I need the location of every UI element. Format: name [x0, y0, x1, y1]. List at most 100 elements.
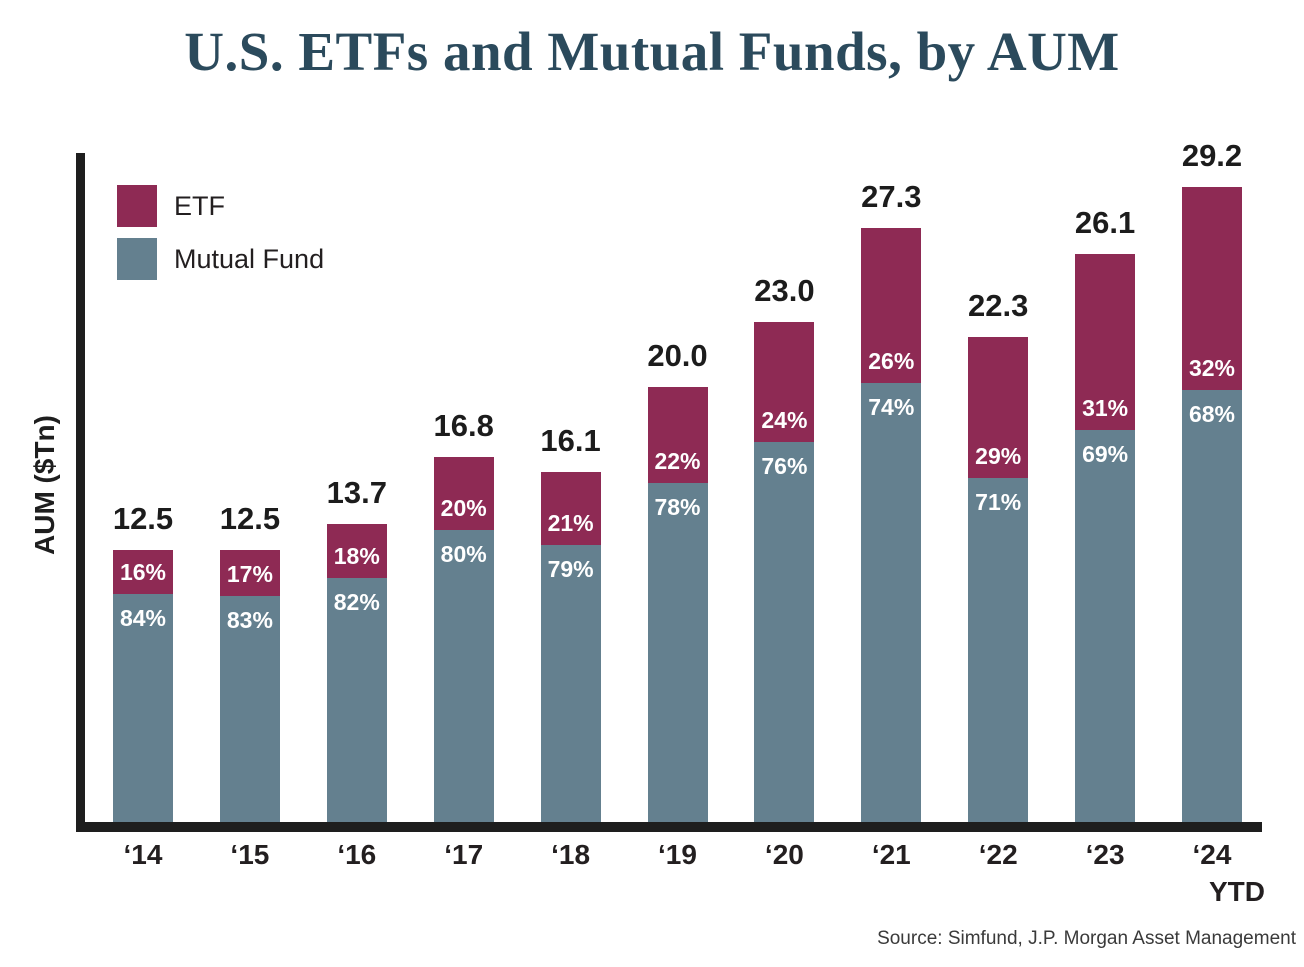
mutual-fund-segment: 79%: [540, 545, 601, 822]
stacked-bar-18: 16.1 21% 79%: [540, 425, 601, 822]
x-tick-label: ‘19: [658, 839, 697, 870]
bar-total-label: 20.0: [647, 338, 708, 373]
bar-total-label: 16.8: [433, 407, 494, 443]
etf-percent-label: 18%: [333, 542, 380, 569]
legend: ETF Mutual Fund: [117, 185, 324, 291]
x-tick-23: ‘23: [1030, 839, 1180, 871]
x-tick-label: ‘21: [871, 839, 911, 870]
plot-area: 12.5 16% 84% 12.5 17% 83% 13.7 18% 82% 16.8 20% 80%…: [113, 140, 1242, 822]
etf-percent-label: 32%: [1188, 355, 1236, 382]
etf-segment: 31%: [1075, 254, 1136, 431]
etf-color-swatch: [117, 185, 157, 227]
x-tick-22: ‘22: [923, 839, 1073, 871]
etf-percent-label: 20%: [440, 494, 487, 521]
source-note: Source: Simfund, J.P. Morgan Asset Manag…: [877, 928, 1296, 949]
mutual-fund-segment: 74%: [861, 382, 922, 822]
bar-total-label: 27.3: [861, 179, 922, 215]
etf-segment: 26%: [861, 228, 922, 383]
x-tick-label: ‘23: [1085, 839, 1125, 870]
stacked-bar-19: 20.0 22% 78%: [647, 340, 708, 822]
x-tick-18: ‘18: [496, 839, 646, 871]
etf-percent-label: 21%: [547, 510, 594, 537]
etf-segment: 17%: [219, 550, 280, 597]
x-axis-ticks: ‘14 ‘15 ‘16 ‘17 ‘18 ‘19 ‘20 ‘21 ‘22 ‘23 ‘24 YTD: [0, 839, 1304, 930]
x-tick-label: ‘17: [444, 839, 484, 870]
mutual-fund-percent-label: 69%: [1082, 441, 1129, 468]
mutual-fund-percent-label: 71%: [975, 488, 1022, 515]
etf-percent-label: 16%: [119, 558, 167, 585]
x-tick-label: ‘14: [123, 839, 163, 870]
chart-title: U.S. ETFs and Mutual Funds, by AUM: [184, 21, 1120, 82]
bar-total-label: 23.0: [754, 272, 815, 308]
etf-segment: 16%: [113, 550, 173, 594]
etf-percent-label: 26%: [868, 347, 915, 374]
mutual-fund-segment: 78%: [647, 482, 708, 822]
y-axis: [76, 153, 85, 832]
etf-percent-label: 17%: [226, 561, 273, 588]
x-tick-label: ‘24: [1192, 839, 1232, 870]
mutual-fund-percent-label: 79%: [547, 556, 594, 583]
bar-total-label: 13.7: [326, 475, 387, 510]
mutual-fund-percent-label: 76%: [761, 452, 808, 479]
mutual-fund-percent-label: 78%: [654, 493, 701, 520]
mutual-fund-color-swatch: [117, 238, 157, 280]
x-tick-19: ‘19: [603, 839, 753, 871]
x-tick-15: ‘15: [175, 839, 325, 871]
etf-segment: 20%: [433, 456, 494, 530]
etf-segment: 29%: [968, 337, 1029, 478]
bar-total-label: 16.1: [540, 422, 601, 458]
mutual-fund-segment: 82%: [326, 577, 387, 822]
stacked-bar-17: 16.8 20% 80%: [433, 410, 494, 822]
mutual-fund-segment: 68%: [1182, 390, 1242, 822]
etf-percent-label: 24%: [761, 406, 808, 433]
etf-percent-label: 29%: [975, 442, 1022, 469]
x-tick-21: ‘21: [816, 839, 966, 871]
mutual-fund-percent-label: 74%: [868, 393, 915, 420]
x-tick-24: ‘24 YTD: [1137, 839, 1287, 908]
etf-segment: 32%: [1182, 186, 1242, 391]
stacked-bar-14: 12.5 16% 84%: [113, 503, 173, 822]
bar-total-label: 12.5: [219, 501, 281, 537]
mutual-fund-segment: 83%: [219, 596, 280, 822]
x-tick-label: ‘15: [230, 839, 270, 870]
legend-label-mutual-fund: Mutual Fund: [174, 243, 325, 274]
bar-total-label: 29.2: [1181, 137, 1243, 173]
bar-total-label: 22.3: [968, 288, 1029, 323]
x-axis: [76, 822, 1262, 832]
mutual-fund-segment: 69%: [1075, 430, 1136, 822]
legend-label-etf: ETF: [174, 190, 225, 221]
x-tick-label: ‘22: [978, 839, 1018, 870]
mutual-fund-segment: 80%: [433, 529, 494, 822]
bar-total-label: 26.1: [1074, 205, 1136, 241]
mutual-fund-percent-label: 80%: [440, 540, 487, 567]
stacked-bar-24: 29.2 32% 68%: [1182, 140, 1242, 822]
bar-total-label: 12.5: [112, 501, 174, 537]
etf-percent-label: 22%: [654, 447, 701, 474]
mutual-fund-segment: 76%: [754, 441, 815, 822]
etf-segment: 18%: [326, 524, 387, 578]
stacked-bar-15: 12.5 17% 83%: [219, 503, 280, 822]
mutual-fund-percent-label: 83%: [226, 607, 273, 634]
mutual-fund-segment: 71%: [968, 477, 1029, 822]
stacked-bar-20: 23.0 24% 76%: [754, 275, 815, 822]
mutual-fund-percent-label: 84%: [119, 604, 167, 631]
x-tick-17: ‘17: [389, 839, 539, 871]
etf-segment: 24%: [754, 321, 815, 442]
legend-item-mutual-fund: Mutual Fund: [117, 238, 324, 280]
x-tick-16: ‘16: [282, 839, 432, 871]
mutual-fund-segment: 84%: [113, 593, 173, 822]
mutual-fund-percent-label: 82%: [333, 588, 380, 615]
x-tick-label: ‘18: [551, 839, 591, 870]
x-tick-label: ‘16: [337, 839, 377, 870]
etf-segment: 21%: [540, 471, 601, 546]
stacked-bar-21: 27.3 26% 74%: [861, 181, 922, 822]
x-tick-14: ‘14: [68, 839, 218, 871]
stacked-bar-16: 13.7 18% 82%: [326, 477, 387, 822]
etf-percent-label: 31%: [1082, 395, 1129, 422]
mutual-fund-percent-label: 68%: [1188, 401, 1236, 428]
legend-item-etf: ETF: [117, 185, 324, 227]
x-tick-ytd-sublabel: YTD: [1209, 875, 1265, 907]
x-tick-20: ‘20: [709, 839, 859, 871]
stacked-bar-23: 26.1 31% 69%: [1075, 207, 1136, 822]
etf-segment: 22%: [647, 387, 708, 483]
